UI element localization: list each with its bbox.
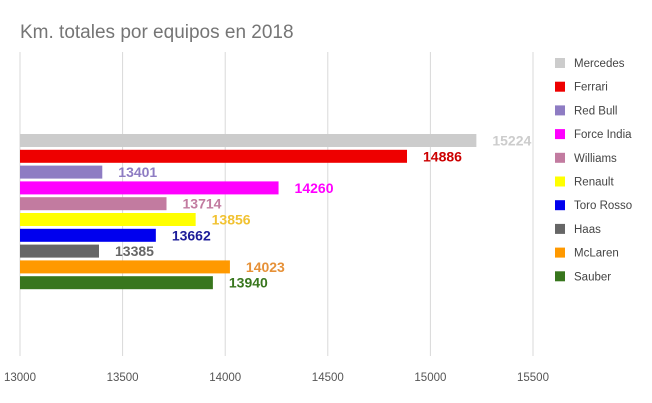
legend-label: Red Bull xyxy=(574,105,617,117)
bars xyxy=(20,134,477,290)
x-tick-label: 14000 xyxy=(209,372,241,384)
data-label: 13940 xyxy=(229,275,268,291)
legend: Mercedes Ferrari Red Bull Force India Willia… xyxy=(555,58,632,283)
data-label: 13714 xyxy=(183,196,222,212)
x-tick-label: 13500 xyxy=(107,372,139,384)
x-tick-label: 13000 xyxy=(4,372,36,384)
legend-label: Haas xyxy=(574,224,601,236)
legend-label: Renault xyxy=(574,177,614,189)
legend-label: Mercedes xyxy=(574,58,625,70)
legend-label: Force India xyxy=(574,129,632,141)
data-label: 15224 xyxy=(492,133,531,149)
data-label: 13385 xyxy=(115,243,154,259)
bar-red-bull xyxy=(20,165,103,179)
data-label: 13856 xyxy=(212,212,251,228)
bar-mercedes xyxy=(20,134,477,147)
data-label: 14023 xyxy=(246,259,285,275)
legend-swatch xyxy=(555,105,565,116)
legend-label: Ferrari xyxy=(574,82,608,94)
legend-swatch xyxy=(555,271,565,282)
legend-swatch xyxy=(555,129,565,140)
gridlines xyxy=(19,52,534,356)
legend-label: Williams xyxy=(574,153,617,165)
bar-toro-rosso xyxy=(20,228,156,242)
legend-swatch xyxy=(555,200,565,211)
x-tick-label: 15500 xyxy=(517,372,549,384)
chart-title: Km. totales por equipos en 2018 xyxy=(20,22,294,43)
data-label: 13662 xyxy=(172,227,211,243)
x-tick-label: 14500 xyxy=(312,372,344,384)
bar-renault xyxy=(20,213,196,226)
legend-label: McLaren xyxy=(574,248,619,260)
bar-haas xyxy=(20,244,100,258)
bar-ferrari xyxy=(20,149,408,163)
data-label: 14260 xyxy=(295,180,334,196)
bar-sauber xyxy=(20,276,213,290)
legend-swatch xyxy=(555,176,565,187)
legend-swatch xyxy=(555,223,565,234)
x-axis-ticks: 13000 13500 14000 14500 15000 15500 xyxy=(4,372,549,384)
legend-swatch xyxy=(555,58,565,68)
bar-williams xyxy=(20,197,167,211)
bar-mclaren xyxy=(20,260,230,274)
bar-force-india xyxy=(20,181,279,195)
legend-label: Toro Rosso xyxy=(574,200,632,212)
data-label: 14886 xyxy=(423,148,462,164)
legend-swatch xyxy=(555,81,565,92)
x-tick-label: 15000 xyxy=(414,372,446,384)
data-label: 13401 xyxy=(118,164,157,180)
legend-label: Sauber xyxy=(574,271,611,283)
legend-swatch xyxy=(555,152,565,163)
legend-swatch xyxy=(555,247,565,258)
